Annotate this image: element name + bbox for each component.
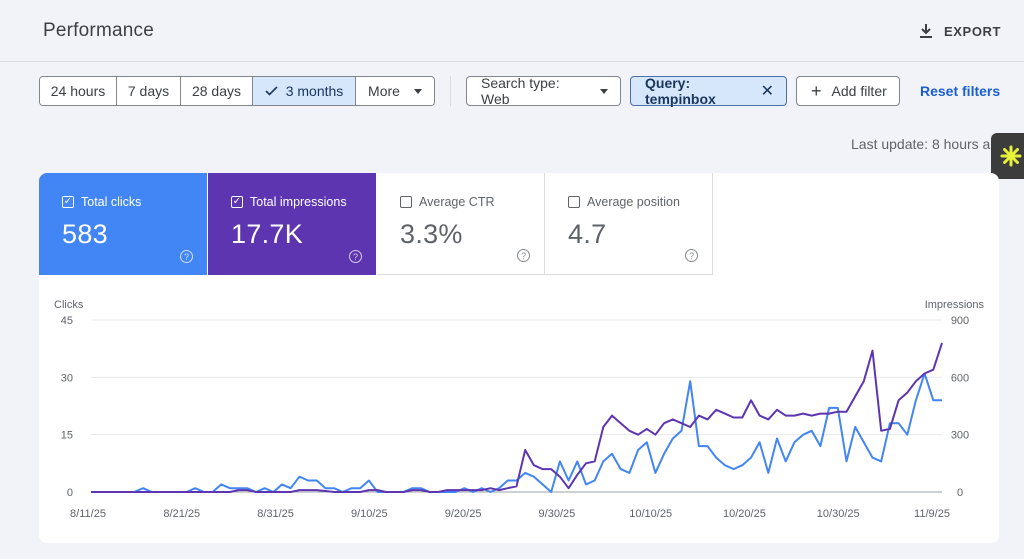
add-filter-button[interactable]: + Add filter bbox=[796, 76, 900, 106]
filter-bar: 24 hours 7 days 28 days 3 months More Se… bbox=[39, 75, 1001, 107]
date-range-28-days[interactable]: 28 days bbox=[181, 77, 253, 105]
left-tick-label: 0 bbox=[67, 487, 73, 499]
right-tick-label: 300 bbox=[951, 430, 969, 442]
search-type-dropdown[interactable]: Search type: Web bbox=[466, 75, 621, 107]
x-tick-label: 10/10/25 bbox=[629, 508, 672, 520]
x-tick-label: 8/31/25 bbox=[257, 508, 294, 520]
checkbox-checked-icon[interactable]: ✓ bbox=[231, 196, 243, 208]
metric-value: 583 bbox=[62, 219, 108, 249]
date-range-24-hours[interactable]: 24 hours bbox=[40, 77, 117, 105]
performance-chart[interactable]: Clicks Impressions 0 15 30 45 0 300 600 900 8/11… bbox=[39, 173, 999, 543]
date-range-7-days[interactable]: 7 days bbox=[117, 77, 181, 105]
x-tick-label: 8/21/25 bbox=[163, 508, 200, 520]
help-icon[interactable]: ? bbox=[517, 249, 530, 262]
metric-value: 3.3% bbox=[400, 219, 463, 249]
metric-average-ctr[interactable]: Average CTR 3.3% ? bbox=[377, 173, 545, 275]
x-tick-label: 9/20/25 bbox=[445, 508, 482, 520]
left-tick-label: 15 bbox=[61, 430, 73, 442]
performance-card: ✓ Total clicks 583 ? ✓ Total impressions… bbox=[39, 173, 999, 543]
help-icon[interactable]: ? bbox=[685, 249, 698, 262]
caret-down-icon bbox=[600, 88, 608, 94]
export-button[interactable]: EXPORT bbox=[918, 18, 1001, 44]
top-bar: Performance EXPORT bbox=[0, 0, 1024, 62]
check-icon bbox=[265, 86, 278, 96]
last-update-text: Last update: 8 hours a bbox=[851, 136, 991, 152]
x-tick-label: 9/30/25 bbox=[539, 508, 576, 520]
extension-badge[interactable] bbox=[991, 133, 1024, 179]
metric-total-impressions[interactable]: ✓ Total impressions 17.7K ? bbox=[208, 173, 376, 275]
date-range-selector: 24 hours 7 days 28 days 3 months More bbox=[39, 76, 435, 106]
left-tick-label: 30 bbox=[61, 372, 73, 384]
download-icon bbox=[920, 24, 932, 38]
metric-total-clicks[interactable]: ✓ Total clicks 583 ? bbox=[39, 173, 207, 275]
checkbox-checked-icon[interactable]: ✓ bbox=[62, 196, 74, 208]
checkbox-unchecked-icon[interactable] bbox=[400, 196, 412, 208]
right-axis-label: Impressions bbox=[925, 299, 985, 311]
export-label: EXPORT bbox=[944, 23, 1002, 39]
clicks-series-line bbox=[91, 372, 942, 493]
left-tick-label: 45 bbox=[61, 315, 73, 327]
close-icon[interactable]: ✕ bbox=[760, 83, 774, 100]
x-tick-label: 10/20/25 bbox=[723, 508, 766, 520]
asterisk-icon bbox=[1000, 145, 1022, 167]
metric-value: 17.7K bbox=[231, 219, 304, 249]
divider bbox=[450, 76, 451, 106]
date-range-3-months[interactable]: 3 months bbox=[253, 77, 356, 105]
x-tick-label: 9/10/25 bbox=[351, 508, 388, 520]
help-icon[interactable]: ? bbox=[349, 250, 362, 263]
x-tick-label: 11/9/25 bbox=[914, 508, 950, 520]
x-tick-label: 8/11/25 bbox=[70, 508, 106, 520]
left-axis-label: Clicks bbox=[54, 299, 84, 311]
date-range-more[interactable]: More bbox=[356, 77, 434, 105]
right-tick-label: 0 bbox=[957, 487, 963, 499]
metric-average-position[interactable]: Average position 4.7 ? bbox=[545, 173, 713, 275]
x-tick-label: 10/30/25 bbox=[817, 508, 860, 520]
help-icon[interactable]: ? bbox=[180, 250, 193, 263]
plus-icon: + bbox=[811, 80, 822, 101]
impressions-series-line bbox=[91, 342, 943, 493]
right-tick-label: 600 bbox=[951, 372, 969, 384]
query-filter-chip[interactable]: Query: tempinbox ✕ bbox=[630, 75, 787, 107]
right-tick-label: 900 bbox=[951, 315, 969, 327]
metric-value: 4.7 bbox=[568, 219, 607, 249]
reset-filters-link[interactable]: Reset filters bbox=[920, 83, 1001, 99]
page-title: Performance bbox=[43, 20, 154, 41]
checkbox-unchecked-icon[interactable] bbox=[568, 196, 580, 208]
caret-down-icon bbox=[413, 88, 422, 94]
